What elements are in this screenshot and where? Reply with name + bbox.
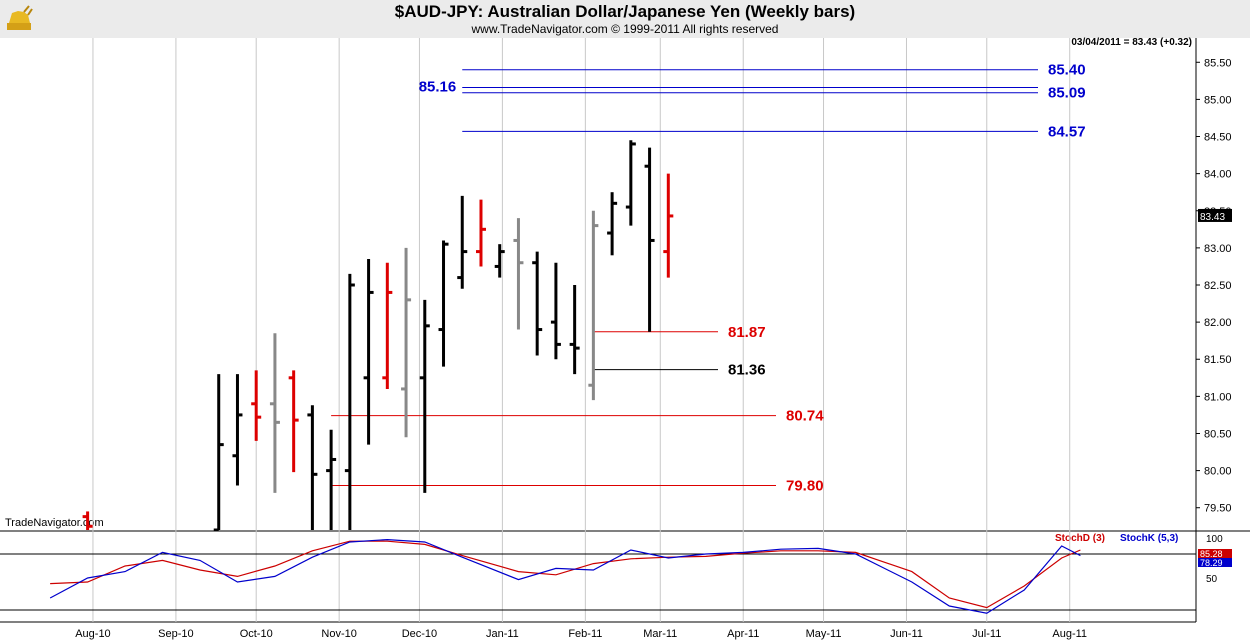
ohlc-bar bbox=[326, 429, 337, 530]
y-tick-label: 82.50 bbox=[1204, 280, 1232, 292]
x-tick-label: Nov-10 bbox=[321, 628, 356, 640]
x-tick-label: Mar-11 bbox=[643, 628, 677, 640]
golden-bull-logo bbox=[4, 3, 34, 33]
ohlc-bar bbox=[269, 333, 280, 493]
level-label: 84.57 bbox=[1048, 123, 1086, 140]
x-tick-label: Aug-11 bbox=[1052, 628, 1087, 640]
watermark-text: TradeNavigator.com bbox=[5, 517, 104, 529]
last-price-readout: 03/04/2011 = 83.43 (+0.32) bbox=[1071, 37, 1192, 48]
ohlc-bar bbox=[494, 244, 505, 278]
ohlc-bar bbox=[82, 511, 93, 530]
y-tick-label: 85.50 bbox=[1204, 57, 1232, 69]
y-tick-label: 81.50 bbox=[1204, 354, 1232, 366]
ohlc-bar bbox=[419, 299, 430, 493]
last-price-tag-text: 83.43 bbox=[1200, 212, 1225, 223]
ohlc-bar bbox=[475, 199, 486, 267]
ohlc-bar bbox=[307, 405, 318, 530]
ohlc-bar bbox=[513, 218, 524, 330]
ohlc-bar bbox=[232, 374, 243, 486]
y-tick-label: 81.00 bbox=[1204, 391, 1232, 403]
stoch-line-k bbox=[49, 538, 1081, 614]
y-tick-label: 83.00 bbox=[1204, 243, 1232, 255]
ohlc-bar bbox=[569, 285, 580, 375]
level-label: 81.36 bbox=[728, 362, 766, 379]
level-label: 85.40 bbox=[1048, 62, 1086, 79]
stoch-tag-text: 78.29 bbox=[1200, 558, 1223, 568]
ohlc-bar bbox=[625, 140, 636, 226]
ohlc-bar bbox=[344, 273, 355, 530]
x-tick-label: May-11 bbox=[806, 628, 842, 640]
x-tick-label: Jan-11 bbox=[486, 628, 519, 640]
level-label: 85.16 bbox=[419, 79, 457, 96]
stoch-tag-k bbox=[1198, 558, 1232, 567]
ohlc-bar bbox=[213, 374, 224, 532]
y-tick-label: 84.00 bbox=[1204, 169, 1232, 181]
x-tick-label: Apr-11 bbox=[727, 628, 759, 640]
ohlc-bar bbox=[663, 173, 674, 278]
ohlc-bar bbox=[382, 262, 393, 389]
chart-title: $AUD-JPY: Australian Dollar/Japanese Yen… bbox=[394, 2, 856, 21]
price-levels: 85.40 85.16 85.09 84.57 81.87 81.36 80.74 79.80 bbox=[331, 62, 1086, 494]
legend-stochk: StochK (5,3) bbox=[1120, 533, 1179, 544]
chart-header bbox=[0, 0, 1250, 38]
x-tick-label: Feb-11 bbox=[568, 628, 602, 640]
y-tick-label: 80.50 bbox=[1204, 428, 1232, 440]
y-tick-label: 79.50 bbox=[1204, 503, 1232, 515]
y-tick-label: 82.00 bbox=[1204, 317, 1232, 329]
grid-lines bbox=[92, 38, 1071, 622]
level-label: 81.87 bbox=[728, 324, 766, 341]
stoch-y-tick: 100 bbox=[1206, 534, 1223, 545]
stoch-tag-text: 85.28 bbox=[1200, 549, 1223, 559]
ohlc-bar bbox=[401, 247, 412, 438]
axis-ticks: Aug-10 Sep-10 Oct-10 Nov-10 Dec-10 Jan-11 Feb-… bbox=[75, 57, 1232, 640]
y-tick-label: 80.00 bbox=[1204, 466, 1232, 478]
ohlc-bar bbox=[251, 370, 262, 441]
copyright-text: www.TradeNavigator.com © 1999-2011 All r… bbox=[471, 22, 779, 36]
legend-stochd: StochD (3) bbox=[1055, 533, 1105, 544]
level-label: 80.74 bbox=[786, 408, 824, 425]
ohlc-bar bbox=[550, 262, 561, 360]
x-tick-label: Sep-10 bbox=[158, 628, 193, 640]
ohlc-bar bbox=[457, 195, 468, 289]
x-tick-label: Jul-11 bbox=[972, 628, 1001, 640]
stoch-line-d bbox=[50, 540, 1081, 609]
x-tick-label: Aug-10 bbox=[75, 628, 110, 640]
x-tick-label: Dec-10 bbox=[402, 628, 437, 640]
x-tick-label: Oct-10 bbox=[240, 628, 273, 640]
level-label: 85.09 bbox=[1048, 85, 1086, 102]
ohlc-bar bbox=[438, 240, 449, 367]
y-tick-label: 85.00 bbox=[1204, 94, 1232, 106]
stoch-tag-d bbox=[1198, 549, 1232, 558]
x-tick-label: Jun-11 bbox=[890, 628, 923, 640]
ohlc-bar bbox=[288, 370, 299, 473]
ohlc-bar bbox=[588, 210, 599, 401]
level-label: 79.80 bbox=[786, 477, 824, 494]
ohlc-bar bbox=[644, 147, 655, 332]
ohlc-bar bbox=[532, 251, 543, 356]
stoch-y-tick: 50 bbox=[1206, 574, 1218, 585]
ohlc-bars bbox=[82, 140, 674, 532]
ohlc-bar bbox=[607, 192, 618, 256]
last-price-tag bbox=[1198, 208, 1232, 222]
ohlc-bar bbox=[363, 259, 374, 445]
y-tick-label: 84.50 bbox=[1204, 132, 1232, 144]
